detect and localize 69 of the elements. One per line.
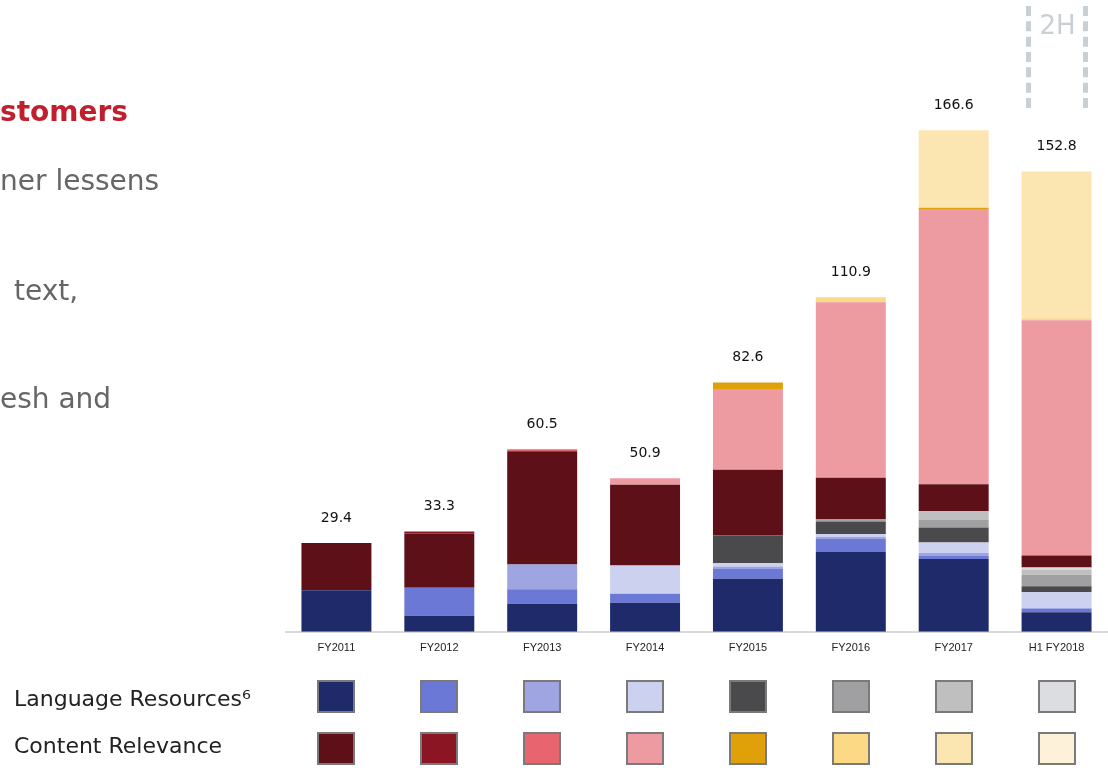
bar — [918, 484, 989, 511]
bar — [712, 469, 783, 536]
annotation: 60.5 — [526, 414, 558, 431]
bar — [610, 593, 681, 603]
bar — [712, 578, 783, 632]
bar — [1021, 318, 1092, 321]
x-tick-label: FY2011 — [317, 641, 356, 654]
x-tick-label: FY2017 — [934, 641, 973, 654]
bar — [404, 587, 475, 616]
x-tick-label: FY2014 — [625, 641, 665, 654]
bar — [815, 302, 886, 478]
bar — [815, 539, 886, 553]
bar — [1021, 320, 1092, 556]
bar — [507, 564, 578, 590]
bar — [1021, 555, 1092, 568]
annotation: 166.6 — [933, 95, 974, 112]
bar — [404, 531, 475, 534]
bar — [610, 478, 681, 485]
annotation: 152.8 — [1036, 137, 1077, 154]
bar — [1021, 574, 1092, 587]
bar — [712, 389, 783, 470]
bar — [918, 542, 989, 554]
bar — [918, 130, 989, 207]
bar — [301, 543, 372, 591]
bar — [1021, 592, 1092, 608]
annotation: 33.3 — [423, 497, 455, 514]
bar — [712, 535, 783, 564]
x-tick-label: FY2013 — [522, 641, 562, 654]
bar — [815, 477, 886, 519]
x-tick-label: H1 FY2018 — [1028, 641, 1085, 654]
bar — [918, 527, 989, 543]
bar — [918, 519, 989, 528]
bar — [610, 602, 681, 632]
bar — [712, 382, 783, 390]
text: stomers — [0, 95, 128, 128]
bar — [815, 521, 886, 535]
annotation: 29.4 — [320, 508, 353, 525]
bar — [404, 533, 475, 588]
bar — [507, 451, 578, 565]
bar — [1021, 569, 1092, 575]
bar — [507, 603, 578, 632]
bar — [918, 510, 989, 520]
bar — [404, 615, 475, 632]
bar — [918, 553, 989, 556]
bar — [815, 297, 886, 303]
bar — [1021, 586, 1092, 593]
bar — [610, 484, 681, 566]
bar — [507, 589, 578, 604]
bar — [610, 565, 681, 594]
bar — [1021, 171, 1092, 319]
bar — [1021, 612, 1092, 632]
annotation: 82.6 — [732, 348, 764, 365]
x-tick-label: FY2016 — [831, 641, 871, 654]
x-tick-label: FY2015 — [728, 641, 768, 654]
text: esh and — [0, 382, 112, 415]
bar — [301, 590, 372, 632]
text: Language Resources⁶ — [14, 686, 251, 711]
annotation: 110.9 — [830, 262, 871, 279]
bar — [815, 552, 886, 632]
bar — [507, 449, 578, 452]
bar — [918, 209, 989, 485]
annotation: 50.9 — [629, 443, 661, 460]
text: ner lessens — [0, 164, 160, 197]
text: text, — [14, 274, 79, 307]
bar — [1021, 567, 1092, 570]
x-tick-label: FY2012 — [420, 641, 459, 654]
bar — [918, 559, 989, 632]
bar — [712, 568, 783, 579]
text: Content Relevance — [14, 733, 223, 758]
